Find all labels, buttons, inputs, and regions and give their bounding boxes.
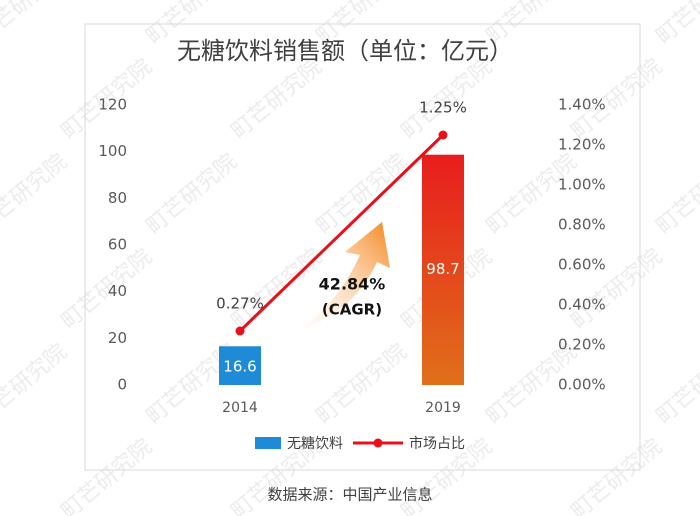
y-tick-label: 100 [98,142,127,160]
y2-tick-label: 0.80% [558,216,606,234]
watermark: 町芒研究院 [57,434,157,516]
cagr-arrow [300,222,390,330]
source: 数据来源：中国产业信息 [267,486,432,504]
watermark: 町芒研究院 [0,0,72,49]
watermark: 町芒研究院 [57,244,157,334]
point-label: 0.27% [216,295,264,313]
y-tick-label: 40 [108,282,127,300]
bar-value-label: 16.6 [223,358,256,376]
watermark: 町芒研究院 [227,54,327,144]
y-tick-label: 0 [117,376,127,394]
watermark: 町芒研究院 [652,339,700,429]
y2-tick-label: 0.40% [558,296,606,314]
chart-frame [84,23,641,471]
line-point [235,326,245,336]
bar [422,154,464,385]
watermark: 町芒研究院 [567,434,667,516]
chart-title: 无糖饮料销售额（单位：亿元） [177,37,513,65]
y-tick-label: 20 [108,329,127,347]
watermark: 町芒研究院 [312,339,412,429]
watermark: 町芒研究院 [142,149,242,239]
y2-tick-label: 0.60% [558,256,606,274]
annotation: (CAGR) [322,301,382,319]
watermark: 町芒研究院 [652,0,700,49]
annotation: 42.84% [319,275,386,294]
y2-tick-label: 1.20% [558,136,606,154]
watermark: 町芒研究院 [0,149,72,239]
watermark: 町芒研究院 [652,149,700,239]
y2-tick-label: 1.00% [558,176,606,194]
legend-swatch [255,437,281,449]
legend-label: 无糖饮料 [287,436,343,452]
x-tick-label: 2014 [222,400,258,416]
bar [219,346,261,385]
y2-tick-label: 0.20% [558,336,606,354]
y-tick-label: 120 [98,96,127,114]
watermark: 町芒研究院 [0,339,72,429]
line [238,133,445,333]
y2-tick-label: 0.00% [558,376,606,394]
bar-value-label: 98.7 [426,260,459,278]
legend-label: 市场占比 [409,435,465,452]
y2-tick-label: 1.40% [558,96,606,114]
point-label: 1.25% [419,99,467,117]
legend-swatch [373,438,383,448]
line-point [438,130,448,140]
watermark: 町芒研究院 [312,149,412,239]
y-tick-label: 80 [108,189,127,207]
y-tick-label: 60 [108,236,127,254]
x-tick-label: 2019 [425,400,461,416]
